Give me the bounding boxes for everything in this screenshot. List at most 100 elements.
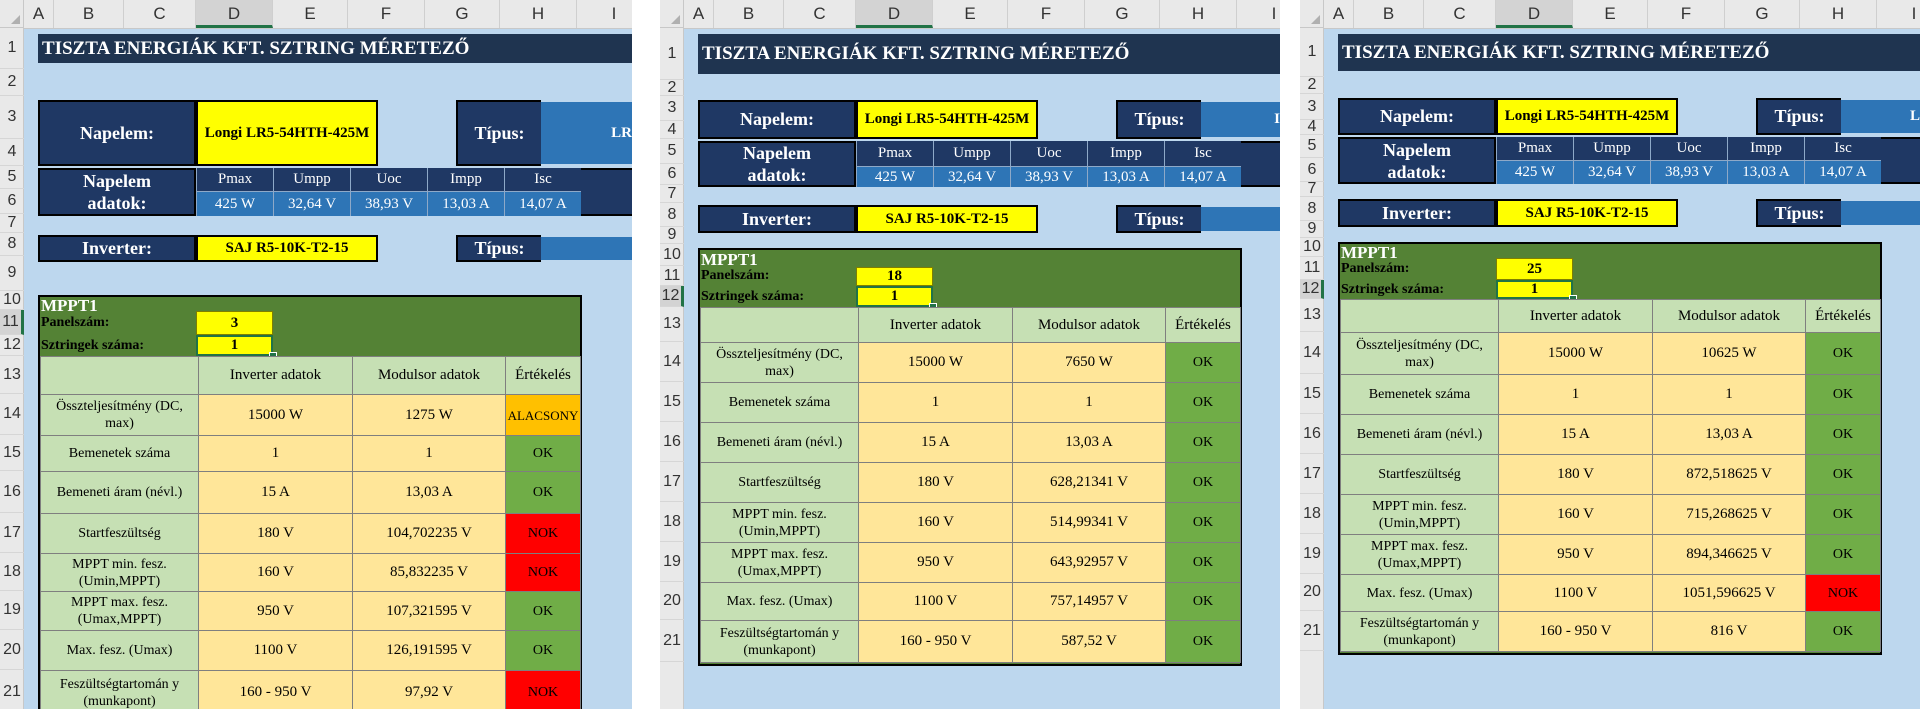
column-header-b[interactable]: B <box>54 0 124 28</box>
row-header-11[interactable]: 11 <box>660 266 684 286</box>
row-header-20[interactable]: 20 <box>0 630 24 670</box>
sztringek-input[interactable]: 1 <box>1496 280 1573 299</box>
row-header-17[interactable]: 17 <box>660 462 684 502</box>
row-header-13[interactable]: 13 <box>0 356 24 394</box>
row-header-8[interactable]: 8 <box>0 233 24 256</box>
column-header-b[interactable]: B <box>1354 0 1424 28</box>
row-header-10[interactable]: 10 <box>1300 238 1324 257</box>
row-header-10[interactable]: 10 <box>0 291 24 310</box>
tipus-value-field[interactable]: LR <box>541 102 632 164</box>
worksheet-area[interactable]: TISZTA ENERGIÁK KFT. SZTRING MÉRETEZŐ Nap… <box>1324 28 1920 709</box>
row-header-13[interactable]: 13 <box>660 307 684 342</box>
row-header-3[interactable]: 3 <box>1300 94 1324 120</box>
row-header-6[interactable]: 6 <box>1300 158 1324 182</box>
column-header-h[interactable]: H <box>1160 0 1237 28</box>
row-header-21[interactable]: 21 <box>660 620 684 662</box>
row-header-1[interactable]: 1 <box>0 28 24 69</box>
select-all-corner[interactable] <box>0 0 24 28</box>
row-header-17[interactable]: 17 <box>1300 454 1324 494</box>
row-header-3[interactable]: 3 <box>660 96 684 121</box>
inverter-model-field[interactable]: SAJ R5-10K-T2-15 <box>1496 199 1678 227</box>
row-header-4[interactable]: 4 <box>1300 118 1324 135</box>
row-header-19[interactable]: 19 <box>660 542 684 582</box>
row-header-1[interactable]: 1 <box>660 28 684 80</box>
row-header-9[interactable]: 9 <box>0 256 24 291</box>
row-header-21[interactable]: 21 <box>0 670 24 709</box>
column-header-a[interactable]: A <box>684 0 714 28</box>
column-header-f[interactable]: F <box>348 0 425 28</box>
row-header-14[interactable]: 14 <box>660 342 684 382</box>
row-header-4[interactable]: 4 <box>660 121 684 139</box>
inverter-model-field[interactable]: SAJ R5-10K-T2-15 <box>196 235 378 262</box>
worksheet-area[interactable]: TISZTA ENERGIÁK KFT. SZTRING MÉRETEZŐ Nap… <box>684 28 1280 709</box>
row-header-18[interactable]: 18 <box>1300 494 1324 534</box>
row-header-15[interactable]: 15 <box>660 382 684 422</box>
row-header-21[interactable]: 21 <box>1300 611 1324 651</box>
row-header-2[interactable]: 2 <box>0 69 24 96</box>
inverter-tipus-value-field[interactable] <box>1201 207 1280 231</box>
row-header-10[interactable]: 10 <box>660 244 684 266</box>
column-header-i[interactable]: I <box>577 0 632 28</box>
column-header-c[interactable]: C <box>784 0 856 28</box>
column-header-d[interactable]: D <box>1496 0 1573 28</box>
column-header-i[interactable]: I <box>1877 0 1920 28</box>
row-header-1[interactable]: 1 <box>1300 28 1324 77</box>
row-header-12[interactable]: 12 <box>1300 280 1324 299</box>
column-header-b[interactable]: B <box>714 0 784 28</box>
row-header-16[interactable]: 16 <box>660 422 684 462</box>
column-header-a[interactable]: A <box>1324 0 1354 28</box>
row-header-3[interactable]: 3 <box>0 96 24 139</box>
napelem-model-field[interactable]: Longi LR5-54HTH-425M <box>1496 98 1678 135</box>
row-header-19[interactable]: 19 <box>0 591 24 630</box>
row-header-15[interactable]: 15 <box>1300 374 1324 414</box>
row-header-4[interactable]: 4 <box>0 139 24 166</box>
row-header-7[interactable]: 7 <box>1300 180 1324 197</box>
row-header-6[interactable]: 6 <box>0 189 24 214</box>
row-header-12[interactable]: 12 <box>660 286 684 307</box>
row-header-2[interactable]: 2 <box>1300 76 1324 94</box>
column-header-i[interactable]: I <box>1237 0 1280 28</box>
row-header-5[interactable]: 5 <box>660 139 684 164</box>
row-header-20[interactable]: 20 <box>1300 574 1324 611</box>
row-header-18[interactable]: 18 <box>0 553 24 591</box>
worksheet-area[interactable]: TISZTA ENERGIÁK KFT. SZTRING MÉRETEZŐ Nap… <box>24 28 632 709</box>
select-all-corner[interactable] <box>1300 0 1324 28</box>
column-header-e[interactable]: E <box>1573 0 1648 28</box>
column-header-h[interactable]: H <box>1800 0 1877 28</box>
select-all-corner[interactable] <box>660 0 684 28</box>
tipus-value-field[interactable]: I <box>1201 102 1280 137</box>
row-header-14[interactable]: 14 <box>0 394 24 435</box>
column-header-c[interactable]: C <box>124 0 196 28</box>
row-header-6[interactable]: 6 <box>660 164 684 185</box>
column-header-g[interactable]: G <box>1085 0 1160 28</box>
column-header-h[interactable]: H <box>500 0 577 28</box>
row-header-7[interactable]: 7 <box>660 185 684 203</box>
column-header-c[interactable]: C <box>1424 0 1496 28</box>
row-header-16[interactable]: 16 <box>0 471 24 513</box>
panelszam-input[interactable]: 18 <box>856 267 933 286</box>
row-header-16[interactable]: 16 <box>1300 414 1324 454</box>
row-header-12[interactable]: 12 <box>0 335 24 356</box>
column-header-d[interactable]: D <box>196 0 273 28</box>
column-header-e[interactable]: E <box>273 0 348 28</box>
row-header-18[interactable]: 18 <box>660 502 684 542</box>
column-header-g[interactable]: G <box>425 0 500 28</box>
row-header-9[interactable]: 9 <box>1300 220 1324 238</box>
row-header-20[interactable]: 20 <box>660 582 684 620</box>
row-header-13[interactable]: 13 <box>1300 299 1324 332</box>
row-header-9[interactable]: 9 <box>660 226 684 244</box>
inverter-tipus-value-field[interactable] <box>1841 201 1920 225</box>
row-header-7[interactable]: 7 <box>0 214 24 233</box>
row-header-17[interactable]: 17 <box>0 513 24 553</box>
column-header-e[interactable]: E <box>933 0 1008 28</box>
napelem-model-field[interactable]: Longi LR5-54HTH-425M <box>856 100 1038 139</box>
row-header-15[interactable]: 15 <box>0 435 24 471</box>
row-header-2[interactable]: 2 <box>660 79 684 96</box>
column-header-a[interactable]: A <box>24 0 54 28</box>
row-header-8[interactable]: 8 <box>660 203 684 227</box>
inverter-tipus-value-field[interactable] <box>541 237 632 260</box>
row-header-5[interactable]: 5 <box>1300 135 1324 158</box>
column-header-d[interactable]: D <box>856 0 933 28</box>
row-header-14[interactable]: 14 <box>1300 332 1324 374</box>
panelszam-input[interactable]: 3 <box>196 311 273 335</box>
